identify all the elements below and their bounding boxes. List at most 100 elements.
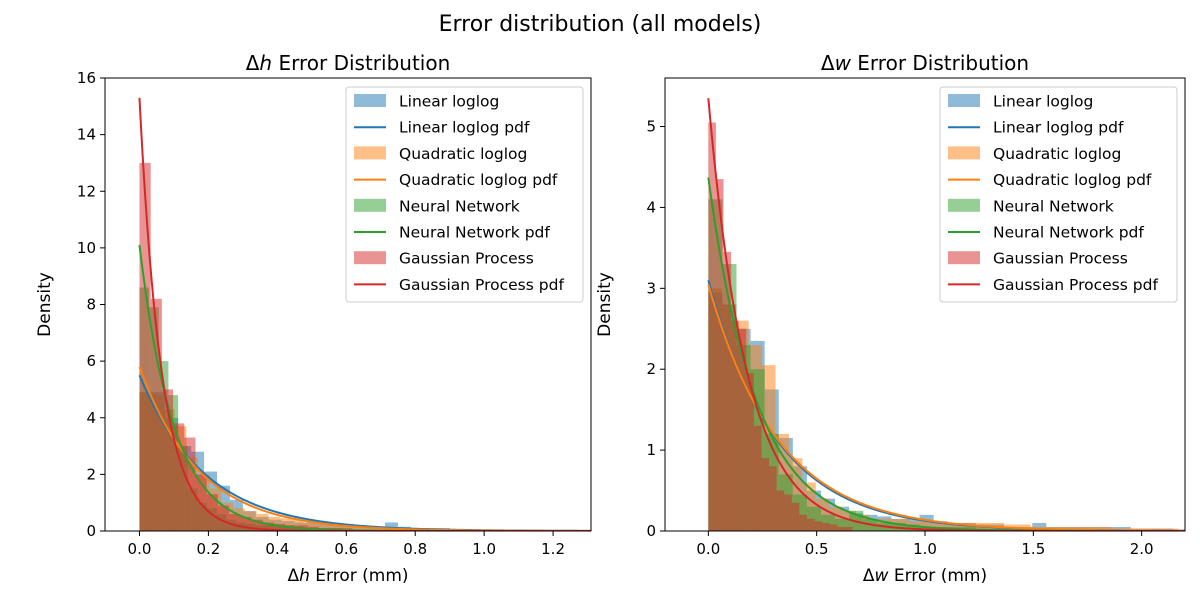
legend-key-patch [354, 94, 386, 107]
hist-series-gaussian-process [708, 122, 853, 531]
y-tick-label: 1 [646, 441, 656, 459]
hist-bar [240, 516, 252, 531]
hist-bar [173, 423, 185, 531]
y-tick-label: 14 [77, 126, 96, 144]
legend-entry: Neural Network [993, 197, 1114, 215]
figure-suptitle: Error distribution (all models) [439, 12, 762, 37]
hist-bar [161, 389, 174, 531]
hist-bar [326, 523, 339, 531]
legend-entry: Neural Network pdf [399, 224, 550, 242]
x-axis-label: Δh Error (mm) [287, 566, 408, 586]
y-tick-label: 10 [77, 239, 96, 257]
legend-entry: Linear loglog pdf [399, 119, 530, 137]
hist-bar [723, 251, 732, 531]
x-axis-label-suffix: Error (mm) [310, 566, 409, 586]
x-axis-label-prefix: Δ [863, 566, 875, 586]
x-tick-label: 0.4 [265, 540, 289, 558]
legend-key-patch [948, 198, 980, 212]
legend-key-patch [354, 198, 386, 212]
y-tick-label: 6 [86, 352, 96, 370]
hist-bar [814, 521, 823, 531]
y-tick-label: 2 [86, 465, 96, 483]
hist-bar [746, 373, 754, 531]
legend-entry: Quadratic loglog [399, 145, 527, 163]
y-tick-label: 16 [77, 69, 96, 87]
hist-bar [950, 522, 964, 531]
axes-title-suffix: Error Distribution [851, 51, 1029, 75]
legend-key-patch [354, 251, 386, 265]
hist-bar [373, 527, 386, 531]
y-tick-label: 8 [86, 296, 96, 314]
hist-bar [251, 519, 263, 531]
legend-box [345, 86, 584, 303]
hist-bar [708, 122, 716, 531]
axes-title-suffix: Error Distribution [272, 51, 450, 75]
x-axis-label-var: h [299, 566, 310, 586]
hist-bar [844, 526, 853, 531]
legend-box [939, 86, 1178, 303]
hist-bar [280, 518, 292, 531]
y-axis-label: Density [595, 272, 615, 337]
hist-bar [229, 514, 241, 531]
hist-bar [963, 522, 977, 531]
x-tick-label: 0.5 [805, 540, 829, 558]
x-tick-label: 2.0 [1130, 540, 1154, 558]
y-tick-label: 0 [646, 522, 656, 540]
hist-bar [206, 494, 218, 531]
axes-title-prefix: Δ [246, 51, 260, 75]
plot-area [138, 97, 591, 531]
hist-bar [731, 320, 739, 531]
legend-key-patch [948, 146, 980, 160]
hist-bar [362, 527, 374, 531]
x-tick-label: 0.0 [696, 540, 720, 558]
y-tick-label: 12 [77, 182, 96, 200]
y-tick-label: 0 [86, 522, 96, 540]
legend-entry: Gaussian Process pdf [399, 276, 564, 294]
hist-bar [905, 524, 920, 531]
legend-entry: Linear loglog [993, 93, 1093, 111]
legend-entry: Quadratic loglog pdf [399, 171, 558, 189]
hist-bar [822, 522, 830, 531]
hist-bar [350, 526, 363, 531]
hist-bar [738, 328, 747, 531]
hist-bar [936, 522, 951, 531]
legend-entry: Quadratic loglog pdf [993, 171, 1152, 189]
x-tick-label: 0.8 [403, 540, 427, 558]
hist-bar [715, 179, 724, 531]
hist-bar [753, 425, 762, 531]
legend-entry: Gaussian Process pdf [993, 276, 1158, 294]
hist-bar [273, 523, 286, 531]
legend-entry: Linear loglog pdf [993, 119, 1124, 137]
hist-bar [1032, 522, 1047, 531]
x-axis-label-var: w [875, 566, 889, 586]
hist-bar [837, 526, 845, 531]
legend-entry: Gaussian Process [399, 250, 534, 268]
legend-entry: Gaussian Process [993, 250, 1128, 268]
hist-bar [923, 521, 937, 531]
hist-bar [217, 505, 230, 531]
legend-entry: Quadratic loglog [993, 145, 1121, 163]
axes-title-prefix: Δ [821, 51, 835, 75]
hist-bar [262, 522, 274, 531]
legend-key-patch [948, 251, 980, 265]
hist-bar [315, 522, 327, 531]
x-tick-label: 1.0 [472, 540, 496, 558]
dh-error-panel: 0.0 0.2 0.4 0.6 0.8 1.0 1.2 0 2 4 6 8 10 12 14 16 Δh Err… [35, 51, 592, 586]
x-tick-label: 1.0 [913, 540, 937, 558]
y-tick-label: 3 [646, 279, 656, 297]
hist-bar [385, 522, 398, 531]
x-tick-label: 0.0 [128, 540, 152, 558]
y-axis-label: Density [35, 272, 55, 337]
legend-key-patch [948, 94, 980, 107]
legend-key-patch [354, 146, 386, 160]
x-tick-label: 0.2 [196, 540, 220, 558]
hist-bar [829, 524, 838, 531]
x-axis-label-suffix: Error (mm) [888, 566, 987, 586]
y-tick-label: 5 [646, 118, 656, 136]
hist-bar [776, 490, 785, 531]
x-tick-label: 0.6 [334, 540, 358, 558]
hist-bar [139, 162, 151, 531]
y-tick-label: 4 [646, 198, 656, 216]
legend-entry: Neural Network [399, 197, 520, 215]
